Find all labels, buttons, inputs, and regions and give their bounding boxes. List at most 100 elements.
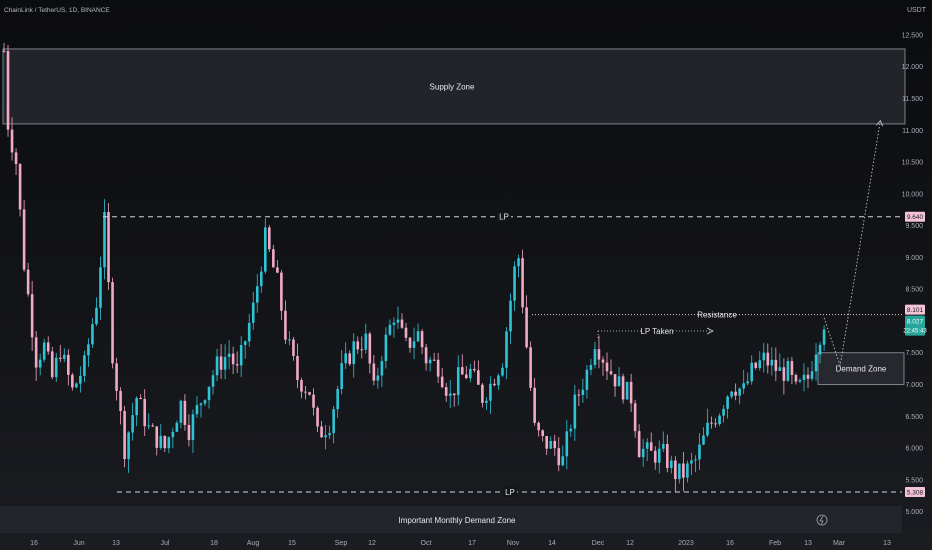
- candle-body: [481, 384, 484, 403]
- candle-body: [67, 354, 70, 375]
- candle-body: [328, 433, 331, 436]
- candle-body: [364, 333, 368, 350]
- candle-body: [404, 327, 408, 338]
- candle-body: [207, 386, 211, 401]
- candle-body: [191, 414, 195, 440]
- candle-body: [674, 460, 677, 480]
- time-axis[interactable]: 16 Jun 13 Jul 18 Aug 15 Sep 12 Oct 17 Nov 14 Dec 12 202…: [30, 514, 891, 547]
- candle-body: [58, 357, 62, 359]
- candle-body: [505, 331, 508, 368]
- candle-body: [657, 448, 661, 463]
- candle-body: [497, 375, 500, 386]
- lp-top-label-bg: [497, 211, 511, 222]
- candle-body: [167, 437, 171, 449]
- candle-body: [738, 388, 741, 396]
- candle-body: [489, 383, 492, 401]
- candle-body: [243, 341, 247, 346]
- candle-body: [308, 392, 311, 395]
- candle-body: [195, 405, 199, 415]
- zones-layer: Supply Zone Important Monthly Demand Zone…: [0, 48, 906, 533]
- time-tick-label: 13: [883, 540, 891, 547]
- candle-body: [368, 333, 372, 364]
- candle-body: [259, 271, 263, 287]
- candle-body: [247, 322, 251, 342]
- candle-body: [46, 342, 50, 352]
- time-tick-label: 13: [804, 540, 812, 547]
- candle-body: [91, 324, 94, 345]
- candle-body: [231, 353, 235, 365]
- candle-body: [806, 374, 810, 379]
- candle-body: [501, 367, 504, 376]
- candle-body: [87, 344, 90, 356]
- price-tick-label: 12.500: [902, 32, 924, 39]
- candle-body: [730, 391, 733, 397]
- candle-body: [147, 425, 151, 427]
- candle-body: [159, 435, 163, 448]
- candle-body: [678, 463, 681, 480]
- candle-body: [798, 379, 802, 382]
- candle-body: [545, 436, 548, 449]
- candle-body: [517, 258, 520, 267]
- candle-body: [814, 354, 818, 372]
- price-axis[interactable]: 12.500 12.000 11.500 11.000 10.500 10.000 9.50…: [902, 32, 928, 516]
- candle-body: [155, 426, 159, 448]
- last-price-label-bg: [905, 315, 925, 336]
- price-tick-label: 7.500: [905, 350, 923, 357]
- time-tick-label: Sep: [335, 540, 348, 547]
- candle-body: [388, 324, 392, 335]
- candle-body: [424, 347, 428, 364]
- demand-zone[interactable]: [817, 352, 905, 385]
- candle-body: [432, 359, 436, 361]
- candle-body: [336, 388, 339, 410]
- candle-body: [726, 396, 729, 409]
- projection-path[interactable]: [823, 120, 881, 366]
- candle-body: [199, 403, 203, 406]
- candle-body: [99, 267, 102, 308]
- candle-body: [613, 374, 617, 387]
- candle-body: [63, 354, 66, 359]
- lp-bottom-price-label: 5.308: [907, 489, 924, 496]
- candle-body: [485, 400, 488, 403]
- candle-body: [573, 394, 577, 429]
- candle-body: [292, 339, 295, 356]
- resistance-price-label-bg: [905, 304, 925, 315]
- monthly-demand-zone[interactable]: [0, 506, 902, 533]
- price-tick-label: 6.500: [905, 414, 923, 421]
- candle-body: [444, 387, 448, 396]
- candle-body: [316, 407, 319, 427]
- candle-body: [304, 391, 307, 393]
- time-tick-label: 14: [548, 540, 556, 547]
- candle-body: [75, 383, 78, 388]
- supply-zone[interactable]: [2, 48, 906, 125]
- candle-body: [151, 425, 155, 427]
- candle-body: [280, 272, 283, 311]
- candle-body: [440, 376, 444, 388]
- candle-body: [320, 426, 323, 438]
- candle-body: [746, 381, 749, 384]
- candle-body: [589, 365, 593, 370]
- candle-body: [356, 341, 360, 350]
- candle-body: [22, 209, 26, 270]
- candle-body: [348, 353, 352, 365]
- candle-body: [436, 359, 440, 377]
- time-tick-label: 17: [468, 540, 476, 547]
- candle-body: [637, 431, 641, 458]
- time-tick-label: 16: [726, 540, 734, 547]
- lp-top-price-label: 9.640: [907, 214, 924, 221]
- lightning-icon[interactable]: [816, 514, 828, 526]
- candle-body: [239, 345, 243, 366]
- candle-body: [802, 374, 806, 380]
- candle-body: [264, 227, 267, 272]
- candle-body: [625, 381, 629, 400]
- countdown-label: 22:45:43: [903, 329, 927, 335]
- resistance-label: Resistance: [697, 311, 737, 320]
- candle-body: [215, 356, 219, 376]
- candle-body: [686, 463, 689, 478]
- candle-body: [621, 376, 625, 400]
- candle-body: [553, 440, 557, 449]
- candle-body: [211, 375, 215, 387]
- candle-body: [766, 352, 770, 366]
- price-tick-label: 11.000: [902, 128, 923, 135]
